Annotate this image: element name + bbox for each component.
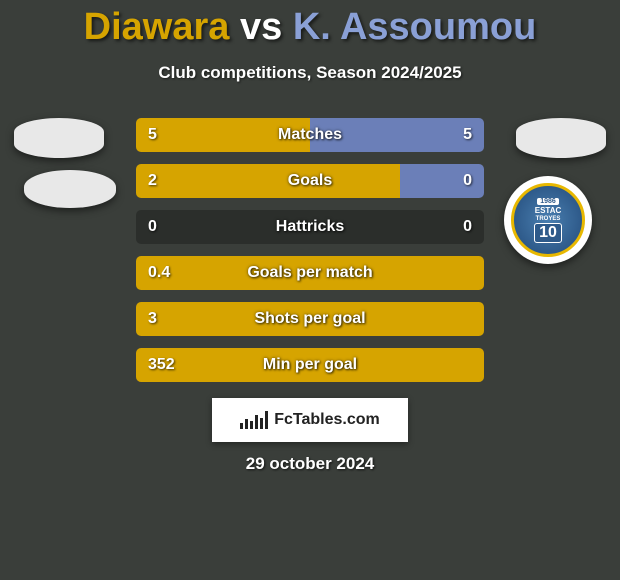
stat-value-left: 3 [148, 310, 157, 328]
brand-bar [260, 418, 263, 429]
stat-value-right: 5 [463, 126, 472, 144]
stat-bar-left [136, 164, 400, 198]
brand-bar [265, 411, 268, 429]
brand-badge: FcTables.com [212, 398, 408, 442]
stat-value-left: 5 [148, 126, 157, 144]
subtitle: Club competitions, Season 2024/2025 [0, 63, 620, 83]
club-badge-number: 10 [534, 223, 562, 243]
player1-name: Diawara [84, 6, 230, 48]
stat-label: Goals [288, 172, 332, 190]
stat-label: Min per goal [263, 356, 357, 374]
club-badge-name: ESTAC [535, 206, 562, 215]
brand-icon [240, 411, 268, 429]
player2-name: K. Assoumou [293, 6, 537, 48]
comparison-title: Diawara vs K. Assoumou [0, 0, 620, 49]
stat-row: 0 Hattricks 0 [136, 210, 484, 244]
footer-date: 29 october 2024 [246, 454, 375, 474]
vs-text: vs [240, 6, 282, 48]
player2-club-badge: 1986 ESTAC TROYES 10 [504, 176, 592, 264]
brand-bar [245, 419, 248, 429]
stat-value-left: 2 [148, 172, 157, 190]
stat-row: 2 Goals 0 [136, 164, 484, 198]
stat-label: Hattricks [276, 218, 344, 236]
brand-text: FcTables.com [274, 411, 380, 429]
stat-row: 352 Min per goal [136, 348, 484, 382]
stat-row: 0.4 Goals per match [136, 256, 484, 290]
stat-value-left: 0.4 [148, 264, 170, 282]
stat-row: 5 Matches 5 [136, 118, 484, 152]
stat-row: 3 Shots per goal [136, 302, 484, 336]
player1-club-placeholder [24, 170, 116, 208]
club-badge-year: 1986 [537, 198, 559, 205]
brand-bar [250, 421, 253, 429]
stat-label: Goals per match [247, 264, 372, 282]
stat-value-left: 0 [148, 218, 157, 236]
club-badge-circle: 1986 ESTAC TROYES 10 [511, 183, 585, 257]
brand-bar [255, 415, 258, 429]
player1-avatar-placeholder [14, 118, 104, 158]
brand-bar [240, 423, 243, 429]
stat-value-right: 0 [463, 218, 472, 236]
club-badge-city: TROYES [536, 216, 561, 222]
stat-value-right: 0 [463, 172, 472, 190]
stat-value-left: 352 [148, 356, 175, 374]
stat-label: Matches [278, 126, 342, 144]
stat-label: Shots per goal [254, 310, 365, 328]
stats-container: 5 Matches 5 2 Goals 0 0 Hattricks 0 0.4 Goals per … [136, 118, 484, 394]
player2-avatar-placeholder [516, 118, 606, 158]
